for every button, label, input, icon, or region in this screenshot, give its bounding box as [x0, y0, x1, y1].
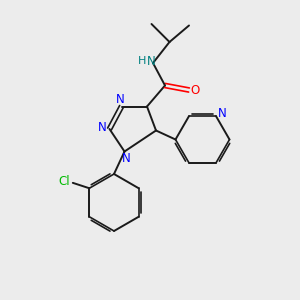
Text: N: N — [98, 121, 106, 134]
Text: O: O — [190, 83, 200, 97]
Text: N: N — [147, 55, 156, 68]
Text: H: H — [137, 56, 146, 67]
Text: N: N — [122, 152, 130, 165]
Text: Cl: Cl — [58, 175, 70, 188]
Text: N: N — [218, 106, 227, 120]
Text: N: N — [116, 93, 124, 106]
